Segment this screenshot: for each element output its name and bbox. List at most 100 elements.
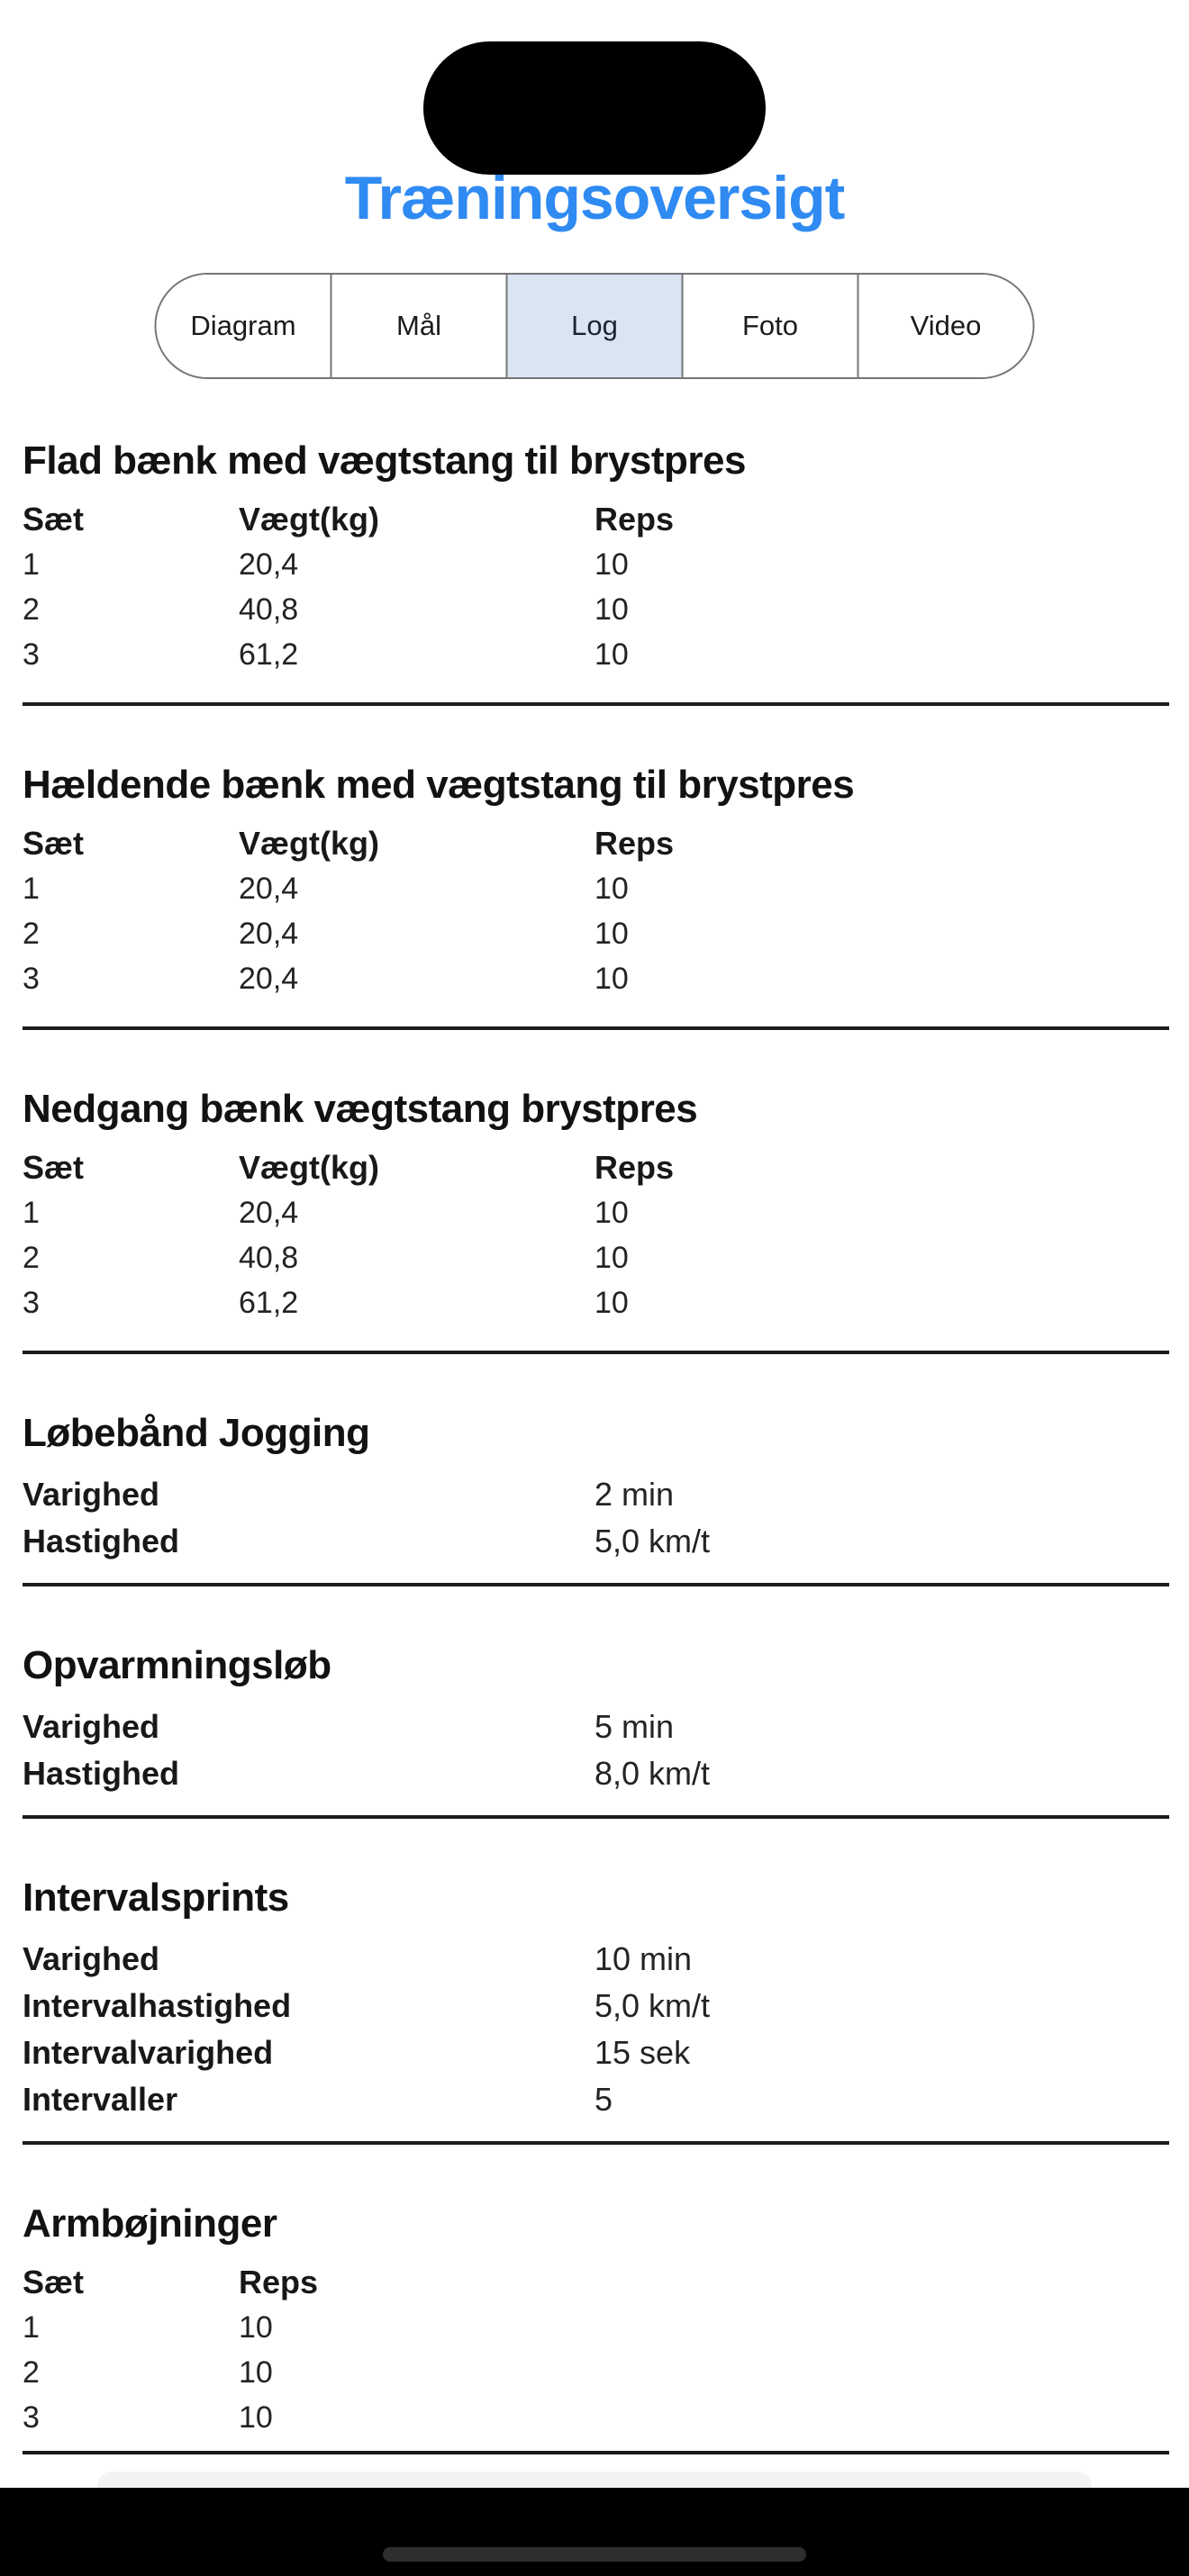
set-cell: 40,8 (239, 592, 299, 627)
tab-diagram[interactable]: Diagram (156, 275, 331, 377)
sets-table: Sæt Vægt(kg) Reps 1 20,4 10 2 40,8 10 3 61,2 10 (23, 497, 1166, 677)
set-cell: 3 (23, 962, 40, 996)
section-title: Nedgang bænk vægtstang brystpres (23, 1087, 698, 1131)
section-divider (23, 1815, 1169, 1819)
tab-video[interactable]: Video (857, 275, 1033, 377)
set-cell: 1 (23, 2310, 40, 2345)
set-cell: 1 (23, 872, 40, 906)
set-cell: 2 (23, 592, 40, 627)
set-cell: 20,4 (239, 872, 299, 906)
sets-table: Sæt Vægt(kg) Reps 1 20,4 10 2 40,8 10 3 61,2 10 (23, 1145, 1166, 1325)
set-cell: 20,4 (239, 917, 299, 951)
training-log-content: Flad bænk med vægtstang til brystpres Sæt… (23, 438, 1169, 2454)
column-header-reps: Reps (239, 2264, 319, 2300)
tab-foto[interactable]: Foto (681, 275, 858, 377)
exercise-section-armbjninger: Armbøjninger Sæt Reps 1 10 2 10 3 10 (23, 2201, 1169, 2454)
param-value: 2 min (594, 1476, 675, 1513)
home-indicator[interactable] (383, 2547, 806, 2562)
set-cell: 10 (594, 592, 629, 627)
exercise-section-intervalsprints: Intervalsprints Varighed 10 min Intervalhas… (23, 1875, 1169, 2145)
tab-bar: Diagram Mål Log Foto Video (154, 273, 1035, 379)
param-value: 5,0 km/t (594, 1523, 711, 1559)
column-header-st: Sæt (23, 2264, 85, 2300)
sets-table: Sæt Vægt(kg) Reps 1 20,4 10 2 20,4 10 3 20,4 10 (23, 821, 1166, 1001)
section-divider (23, 1351, 1169, 1354)
set-cell: 10 (594, 547, 629, 582)
set-cell: 2 (23, 1241, 40, 1275)
set-cell: 40,8 (239, 1241, 299, 1275)
set-cell: 3 (23, 2400, 40, 2435)
set-cell: 2 (23, 2355, 40, 2390)
param-label: Varighed (23, 1708, 160, 1745)
param-label: Hastighed (23, 1523, 180, 1559)
set-cell: 10 (239, 2355, 273, 2390)
set-cell: 10 (594, 872, 629, 906)
bottom-bar (0, 2488, 1189, 2576)
param-row-varighed: Varighed 5 min (23, 1704, 1166, 1750)
set-cell: 3 (23, 1286, 40, 1320)
section-title: Hældende bænk med vægtstang til brystpre… (23, 763, 855, 807)
column-header-reps: Reps (594, 825, 675, 862)
section-divider (23, 2141, 1169, 2145)
set-cell: 10 (594, 1196, 629, 1230)
param-label: Intervalhastighed (23, 1987, 292, 2024)
set-cell: 10 (594, 1286, 629, 1320)
section-title: Opvarmningsløb (23, 1643, 331, 1687)
sheet-edge (97, 2472, 1092, 2490)
section-title: Løbebånd Jogging (23, 1411, 370, 1455)
param-label: Varighed (23, 1476, 160, 1513)
set-cell: 20,4 (239, 547, 299, 582)
param-label: Intervaller (23, 2081, 178, 2118)
set-cell: 10 (594, 962, 629, 996)
param-row-varighed: Varighed 10 min (23, 1936, 1166, 1983)
sets-table: Sæt Reps 1 10 2 10 3 10 (23, 2260, 1166, 2440)
column-header-vgtkg: Vægt(kg) (239, 501, 379, 538)
set-cell: 10 (239, 2310, 273, 2345)
exercise-section-nedgangbnkvgtstangbrystpres: Nedgang bænk vægtstang brystpres Sæt Vægt(… (23, 1086, 1169, 1354)
set-cell: 2 (23, 917, 40, 951)
set-cell: 1 (23, 1196, 40, 1230)
param-value: 8,0 km/t (594, 1755, 711, 1792)
set-cell: 61,2 (239, 637, 299, 672)
set-cell: 20,4 (239, 1196, 299, 1230)
exercise-section-hldendebnkmedvgtstangtilbrystpres: Hældende bænk med vægtstang til brystpre… (23, 762, 1169, 1030)
param-row-intervalvarighed: Intervalvarighed 15 sek (23, 2029, 1166, 2076)
param-row-hastighed: Hastighed 8,0 km/t (23, 1750, 1166, 1797)
param-label: Varighed (23, 1940, 160, 1977)
section-title: Intervalsprints (23, 1876, 289, 1920)
column-header-vgtkg: Vægt(kg) (239, 1149, 379, 1186)
set-cell: 10 (239, 2400, 273, 2435)
param-row-hastighed: Hastighed 5,0 km/t (23, 1518, 1166, 1565)
param-row-intervaller: Intervaller 5 (23, 2076, 1166, 2123)
set-cell: 10 (594, 637, 629, 672)
set-cell: 20,4 (239, 962, 299, 996)
param-value: 5 min (594, 1708, 675, 1745)
page-title: Træningsoversigt (344, 164, 846, 232)
section-title: Flad bænk med vægtstang til brystpres (23, 438, 747, 483)
param-row-varighed: Varighed 2 min (23, 1471, 1166, 1518)
set-cell: 10 (594, 1241, 629, 1275)
set-cell: 10 (594, 917, 629, 951)
exercise-section-fladbnkmedvgtstangtilbrystpres: Flad bænk med vægtstang til brystpres Sæt… (23, 438, 1169, 706)
tab-log[interactable]: Log (505, 275, 682, 377)
column-header-st: Sæt (23, 825, 85, 862)
set-cell: 1 (23, 547, 40, 582)
column-header-reps: Reps (594, 1149, 675, 1186)
section-divider (23, 702, 1169, 706)
exercise-section-lbebandjogging: Løbebånd Jogging Varighed 2 min Hastighed 5,… (23, 1410, 1169, 1586)
param-label: Hastighed (23, 1755, 180, 1792)
tab-mal[interactable]: Mål (330, 275, 506, 377)
set-cell: 3 (23, 637, 40, 672)
param-label: Intervalvarighed (23, 2034, 274, 2071)
column-header-reps: Reps (594, 501, 675, 538)
section-divider (23, 1026, 1169, 1030)
param-row-intervalhastighed: Intervalhastighed 5,0 km/t (23, 1983, 1166, 2029)
set-cell: 61,2 (239, 1286, 299, 1320)
section-divider (23, 2451, 1169, 2454)
column-header-st: Sæt (23, 501, 85, 538)
param-value: 10 min (594, 1940, 693, 1977)
exercise-section-opvarmningslb: Opvarmningsløb Varighed 5 min Hastighed 8,0 … (23, 1642, 1169, 1819)
section-title: Armbøjninger (23, 2201, 277, 2246)
param-value: 5 (594, 2081, 613, 2118)
redacted-status-pill (423, 41, 766, 175)
